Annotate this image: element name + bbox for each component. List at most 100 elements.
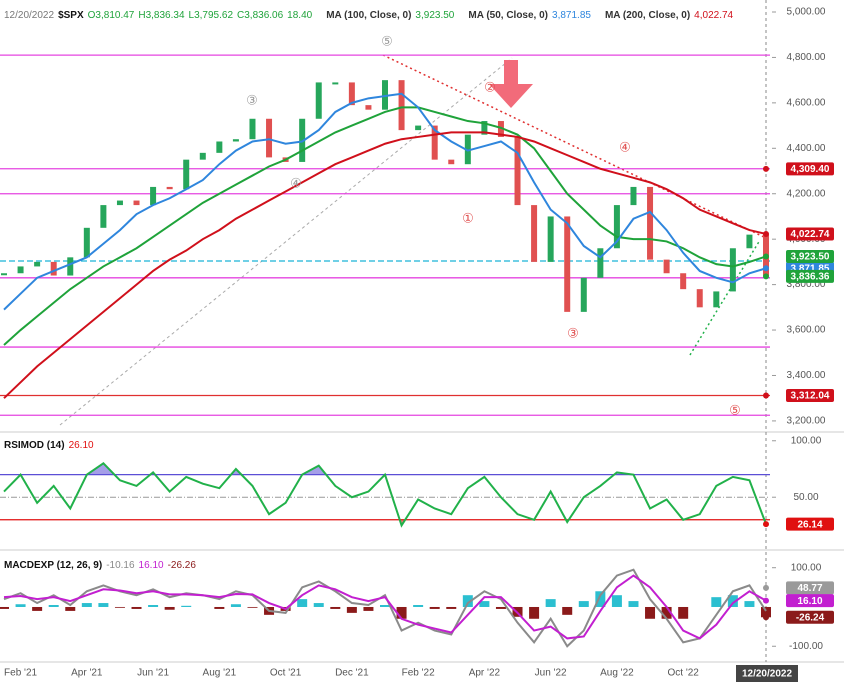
ma-line bbox=[3, 106, 767, 346]
histogram-bar bbox=[330, 606, 341, 609]
histogram-bar bbox=[413, 605, 424, 607]
histogram-bar bbox=[214, 606, 225, 609]
y-tick-label: 4,200.00 bbox=[787, 188, 826, 199]
y-tick-label: 3,400.00 bbox=[787, 370, 826, 381]
histogram-bar bbox=[645, 606, 656, 619]
price-dot bbox=[763, 584, 769, 591]
histogram-bar bbox=[727, 595, 738, 607]
candle bbox=[647, 186, 654, 260]
quote-item: H3,836.34 bbox=[138, 10, 185, 21]
candle bbox=[497, 121, 504, 137]
candle bbox=[365, 105, 372, 110]
histogram-bar bbox=[230, 604, 241, 607]
candle bbox=[746, 234, 753, 249]
overbought-area bbox=[86, 463, 634, 475]
candle bbox=[663, 259, 670, 274]
price-label: 16.10 bbox=[797, 596, 822, 607]
price-dot bbox=[763, 521, 769, 528]
histogram-bar bbox=[380, 605, 390, 607]
histogram-bar bbox=[148, 605, 159, 607]
rsi-line bbox=[3, 462, 767, 528]
histogram-bar bbox=[65, 606, 76, 611]
y-tick-label: 3,200.00 bbox=[787, 416, 826, 427]
price-label-box bbox=[786, 227, 834, 241]
cursor-label: 12/20/2022 bbox=[742, 669, 792, 680]
candle bbox=[50, 261, 57, 276]
histogram-bar bbox=[313, 603, 324, 607]
price-dot bbox=[763, 165, 769, 172]
wave-label: ③ bbox=[246, 92, 258, 107]
legend-value: 4,022.74 bbox=[694, 10, 734, 21]
x-tick-label: Aug '22 bbox=[600, 668, 634, 679]
y-tick-label: 3,800.00 bbox=[787, 279, 826, 290]
candle bbox=[415, 125, 422, 131]
candle bbox=[680, 273, 687, 290]
y-tick-label: 50.00 bbox=[793, 492, 818, 503]
wave-label: ⑤ bbox=[729, 402, 741, 417]
price-label: 4,022.74 bbox=[791, 229, 830, 240]
x-tick-label: Jun '22 bbox=[535, 668, 567, 679]
x-tick-label: Aug '21 bbox=[203, 668, 237, 679]
candle bbox=[597, 248, 604, 278]
candle bbox=[431, 125, 438, 160]
histogram-bar bbox=[562, 606, 573, 615]
indicator-title: MACDEXP (12, 26, 9) bbox=[4, 560, 103, 571]
price-label-box bbox=[786, 610, 834, 624]
indicator-value: 26.10 bbox=[68, 440, 94, 451]
indicator-value: -26.26 bbox=[167, 560, 196, 571]
quote-item: 12/20/2022 bbox=[4, 10, 55, 21]
histogram-bar bbox=[628, 601, 639, 607]
quote-item: O3,810.47 bbox=[87, 10, 135, 21]
histogram-bar bbox=[744, 601, 755, 607]
price-dot bbox=[763, 392, 769, 399]
histogram-bar bbox=[462, 595, 473, 607]
candle bbox=[448, 159, 455, 165]
price-dot bbox=[763, 597, 769, 604]
candle bbox=[133, 200, 140, 206]
candle bbox=[531, 205, 538, 262]
macd-header: MACDEXP (12, 26, 9) -10.16 16.10 -26.26 bbox=[4, 560, 200, 571]
rsi-header: RSIMOD (14) 26.10 bbox=[4, 440, 98, 451]
price-dot bbox=[763, 231, 769, 238]
price-label: 48.77 bbox=[797, 583, 822, 594]
quote-item: L3,795.62 bbox=[188, 10, 234, 21]
candle bbox=[696, 289, 703, 308]
quote-item: $SPX bbox=[58, 10, 84, 21]
histogram-bar bbox=[661, 606, 672, 619]
y-tick-label: 100.00 bbox=[791, 435, 822, 446]
y-tick-label: 4,800.00 bbox=[787, 52, 826, 63]
candle bbox=[67, 257, 74, 276]
histogram-bar bbox=[595, 591, 606, 607]
price-label-box bbox=[786, 269, 834, 283]
wave-label: ② bbox=[484, 79, 496, 94]
x-tick-label: Apr '21 bbox=[71, 668, 103, 679]
histogram-bar bbox=[711, 597, 722, 607]
histogram-bar bbox=[98, 603, 109, 607]
price-header: 12/20/2022 $SPX O3,810.47 H3,836.34 L3,795.6… bbox=[4, 10, 737, 21]
candle bbox=[729, 248, 736, 292]
price-label-box bbox=[786, 517, 834, 531]
y-tick-label: 4,400.00 bbox=[787, 143, 826, 154]
price-dot bbox=[763, 253, 769, 260]
candle bbox=[232, 139, 239, 142]
y-tick-label: -100.00 bbox=[789, 641, 823, 652]
histogram-bar bbox=[48, 605, 59, 607]
wave-label: ⑤ bbox=[381, 33, 393, 48]
wave-label: ④ bbox=[290, 175, 302, 190]
legend-name: MA (100, Close, 0) bbox=[326, 10, 412, 21]
price-label: -26.24 bbox=[796, 612, 825, 623]
histogram-bar bbox=[529, 606, 540, 619]
price-dot bbox=[763, 265, 769, 272]
price-label-box bbox=[786, 581, 834, 595]
arrow bbox=[489, 60, 533, 108]
histogram-bar bbox=[495, 606, 506, 609]
histogram-bar bbox=[761, 606, 771, 618]
x-tick-label: Feb '22 bbox=[402, 668, 435, 679]
signal-line bbox=[3, 574, 767, 640]
x-tick-label: Oct '21 bbox=[270, 668, 302, 679]
histogram-bar bbox=[297, 599, 308, 607]
price-label: 3,871.85 bbox=[791, 263, 830, 274]
candle bbox=[564, 216, 571, 312]
